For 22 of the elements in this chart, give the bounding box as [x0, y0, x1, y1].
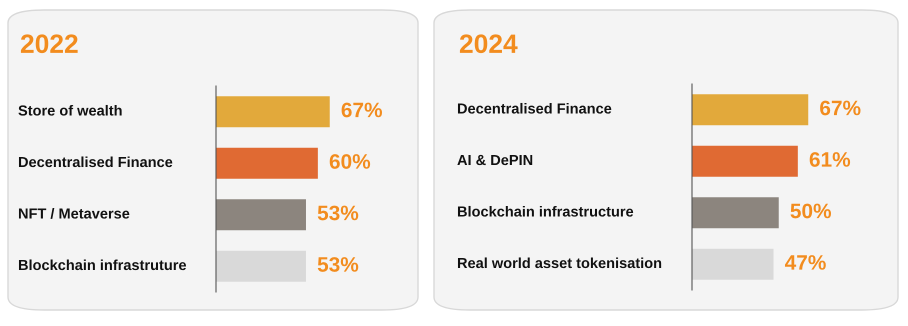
bar — [692, 248, 774, 280]
chart-title: 2024 — [460, 34, 518, 54]
bar — [692, 146, 798, 177]
data-label: 50% — [790, 204, 832, 218]
bar — [692, 94, 808, 126]
y-tick-label: NFT / Metaverse — [18, 208, 130, 219]
chart-title: 2022 — [20, 34, 78, 54]
y-tick-label: Real world asset tokenisation — [458, 257, 662, 268]
data-label: 53% — [318, 206, 358, 220]
data-label: 60% — [330, 154, 370, 169]
data-label: 67% — [342, 102, 382, 118]
data-label: 47% — [784, 255, 826, 270]
y-tick-label: Decentralised Finance — [458, 102, 612, 114]
bar — [692, 197, 779, 228]
y-tick-label: Blockchain infrastruture — [18, 259, 186, 270]
y-tick-label: Decentralised Finance — [18, 156, 172, 168]
data-label: 61% — [810, 152, 850, 167]
y-tick-label: AI & DePIN — [457, 154, 532, 166]
data-label: 67% — [820, 100, 861, 116]
data-label: 53% — [318, 257, 358, 272]
y-tick-label: Blockchain infrastructure — [458, 206, 634, 217]
y-tick-label: Store of wealth — [18, 104, 122, 116]
